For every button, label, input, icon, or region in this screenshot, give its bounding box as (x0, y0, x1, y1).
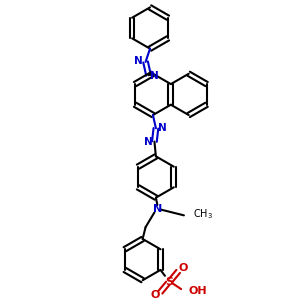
Text: N: N (144, 137, 153, 147)
Text: OH: OH (188, 286, 207, 296)
Text: O: O (178, 263, 188, 274)
Text: N: N (153, 204, 162, 214)
Text: S: S (165, 277, 173, 287)
Text: O: O (151, 290, 160, 300)
Text: N: N (134, 56, 142, 66)
Text: N: N (158, 123, 167, 133)
Text: CH$_3$: CH$_3$ (193, 207, 213, 221)
Text: N: N (150, 71, 159, 81)
